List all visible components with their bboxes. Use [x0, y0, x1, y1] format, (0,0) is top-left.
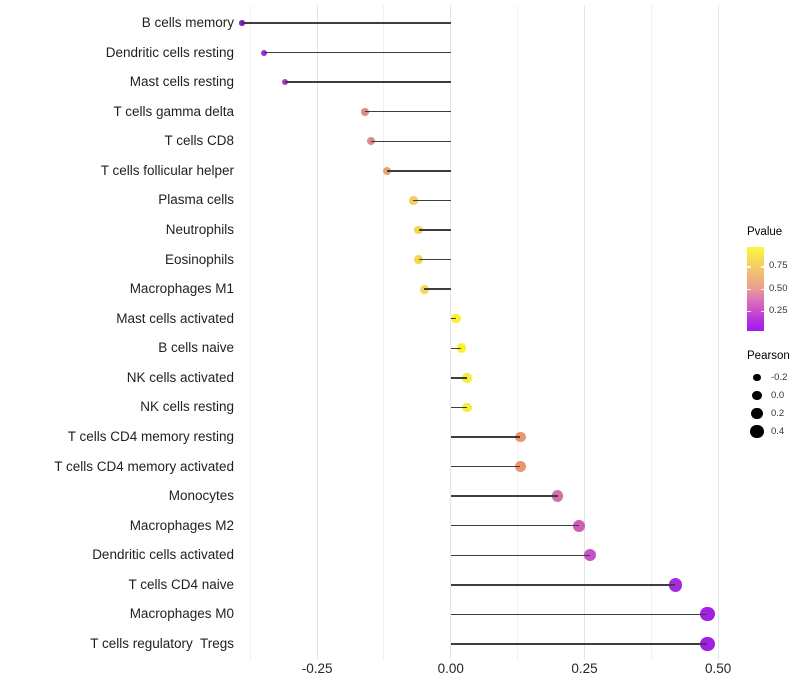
- gridline-major: [450, 5, 452, 660]
- lollipop-dot: [700, 636, 715, 652]
- pvalue-tick-label: 0.25: [769, 304, 788, 316]
- lollipop-stem: [285, 81, 451, 83]
- category-label: B cells memory: [141, 15, 234, 30]
- category-label: NK cells resting: [140, 399, 234, 415]
- lollipop-dot: [583, 549, 596, 562]
- pearson-size-label: -0.2: [771, 371, 788, 383]
- category-label: Plasma cells: [158, 192, 234, 208]
- lollipop-stem: [450, 524, 580, 527]
- pearson-legend-title: Pearson: [747, 350, 790, 362]
- category-label: Macrophages M2: [129, 517, 234, 533]
- category-label: Mast cells activated: [116, 310, 234, 326]
- lollipop-dot: [239, 20, 246, 26]
- lollipop-dot: [461, 402, 472, 413]
- lollipop-stem: [418, 258, 451, 261]
- category-label: T cells CD4 naive: [128, 576, 234, 592]
- lollipop-stem: [450, 554, 590, 557]
- lollipop-stem: [418, 229, 451, 231]
- lollipop-dot: [668, 578, 683, 592]
- lollipop-stem: [450, 377, 467, 379]
- pvalue-tick-notch: [747, 266, 751, 268]
- lollipop-dot: [382, 166, 391, 175]
- pearson-size-dot: [750, 424, 764, 439]
- category-label: Macrophages M1: [129, 281, 234, 297]
- category-label: Mast cells resting: [129, 74, 234, 90]
- lollipop-dot: [366, 137, 375, 146]
- category-label: T cells CD4 memory activated: [54, 458, 234, 474]
- gridline-minor: [650, 5, 652, 660]
- lollipop-stem: [450, 495, 558, 497]
- category-label: T cells CD4 memory resting: [67, 428, 234, 444]
- category-label: Neutrophils: [165, 221, 234, 237]
- lollipop-stem: [450, 465, 521, 468]
- category-label: Eosinophils: [164, 251, 234, 267]
- pearson-size-dot: [751, 407, 763, 420]
- lollipop-stem: [413, 199, 451, 202]
- lollipop-dot: [573, 519, 585, 532]
- pvalue-tick-notch: [747, 310, 751, 312]
- pvalue-tick-label: 0.75: [769, 260, 788, 272]
- lollipop-dot: [456, 343, 467, 354]
- category-label: T cells CD8: [164, 133, 234, 149]
- category-label: B cells naive: [158, 340, 234, 356]
- x-tick-label: -0.25: [301, 661, 333, 676]
- pvalue-legend-title: Pvalue: [747, 226, 783, 238]
- lollipop-stem: [242, 22, 451, 24]
- pearson-size-label: 0.0: [771, 389, 785, 401]
- lollipop-stem: [450, 317, 457, 320]
- category-label: Dendritic cells resting: [105, 44, 234, 60]
- gridline-major: [583, 5, 585, 660]
- x-tick-label: 0.25: [571, 661, 598, 676]
- category-label: T cells regulatory Tregs: [90, 635, 234, 651]
- category-label: T cells gamma delta: [113, 103, 234, 119]
- category-label: Dendritic cells activated: [92, 547, 234, 563]
- lollipop-dot: [552, 490, 564, 502]
- pvalue-tick-notch: [760, 266, 764, 268]
- lollipop-stem: [386, 170, 451, 172]
- lollipop-stem: [370, 140, 451, 143]
- gridline-major: [316, 5, 318, 660]
- x-tick-label: 0.00: [437, 661, 464, 676]
- lollipop-dot: [700, 607, 715, 622]
- pearson-size-dot: [753, 373, 761, 382]
- category-label: Macrophages M0: [129, 606, 234, 622]
- gridline-minor: [517, 5, 519, 660]
- pearson-size-label: 0.2: [771, 407, 785, 419]
- lollipop-stem: [450, 643, 708, 645]
- lollipop-stem: [450, 613, 708, 616]
- category-label: NK cells activated: [126, 369, 234, 385]
- lollipop-stem: [450, 347, 462, 350]
- category-label: T cells follicular helper: [100, 162, 234, 178]
- lollipop-stem: [263, 51, 451, 54]
- lollipop-stem: [450, 436, 521, 438]
- pvalue-tick-label: 0.50: [769, 282, 788, 294]
- pearson-size-label: 0.4: [771, 425, 785, 437]
- pvalue-colorbar: [747, 247, 764, 331]
- pearson-size-dot: [752, 390, 762, 401]
- lollipop-stem: [424, 288, 451, 290]
- lollipop-dot: [419, 284, 429, 294]
- lollipop-stem: [365, 110, 451, 113]
- lollipop-dot: [461, 373, 472, 383]
- pvalue-tick-notch: [760, 310, 764, 312]
- pvalue-tick-notch: [760, 288, 764, 290]
- pvalue-tick-notch: [747, 288, 751, 290]
- lollipop-stem: [450, 406, 467, 409]
- lollipop-stem: [450, 584, 676, 586]
- gridline-minor: [383, 5, 385, 660]
- gridline-major: [717, 5, 719, 660]
- x-tick-label: 0.50: [705, 661, 732, 676]
- gridline-minor: [249, 5, 251, 660]
- category-label: Monocytes: [168, 488, 234, 504]
